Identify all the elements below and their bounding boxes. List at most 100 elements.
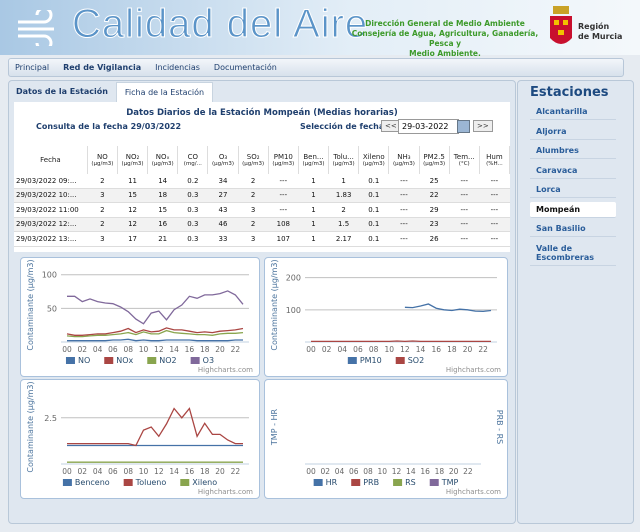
agency-line: Consejería de Agua, Agricultura, Ganader… [351,29,539,48]
nav-link[interactable]: Documentación [213,63,277,72]
column-unit: (µg/m3) [362,161,385,167]
table-cell: 3 [87,188,118,203]
chart-box: 2.5 00 02 04 06 08 10 12 14 16 18 20 22 Contaminante … [20,379,260,499]
table-cell: 0.1 [358,188,389,203]
column-header: SO₂ (µg/m3) [238,146,269,174]
station-link[interactable]: Alumbres [530,143,616,159]
station-link[interactable]: Mompeán [530,201,616,218]
legend-label: NO [78,356,90,365]
table-cell: --- [449,217,480,232]
x-tick-label: 16 [185,467,195,476]
legend-swatch [65,357,75,364]
table-cell: 16 [147,217,178,232]
x-tick-label: 04 [93,345,103,354]
chart: 100 200 00 02 04 06 08 10 12 14 16 18 20 22 Contaminan… [270,259,501,374]
table-cell: 12 [117,202,148,218]
column-name: Xileno [362,153,385,161]
region-name: Región de Murcia [578,22,622,42]
nav-bar: Principal Red de Vigilancia Incidencias … [8,58,624,77]
query-date: Consulta de la fecha 29/03/2022 [36,122,182,131]
table-cell: --- [479,188,510,203]
legend-label: PM10 [360,356,382,365]
nav-link[interactable]: Red de Vigilancia [63,63,142,72]
column-name: O₃ [218,153,228,161]
table-cell: 2 [238,174,269,189]
y-tick-label: 2.5 [44,414,57,423]
x-tick-label: 20 [463,345,473,354]
legend-swatch [147,357,157,364]
table-cell: 21 [147,231,178,247]
table-cell: --- [388,231,420,247]
x-tick-label: 06 [108,345,118,354]
table-row: 29/03/2022 11:00 2 12 15 0.3 43 3 --- 1 2 0.1 --- 29… [14,202,510,218]
series-line [67,407,243,447]
legend-swatch [429,479,439,486]
table-cell: 2 [87,217,118,232]
station-link[interactable]: Aljorra [530,124,616,140]
column-header: Tem... (°C) [449,146,480,174]
x-tick-label: 20 [449,467,459,476]
table-cell: --- [268,202,299,218]
tab[interactable]: Ficha de la Estación [115,82,214,102]
x-tick-label: 04 [335,467,345,476]
x-tick-label: 00 [306,345,316,354]
table-row: 29/03/2022 09:... 2 11 14 0.2 34 2 --- 1 1 0.1 --- 2… [14,174,510,189]
column-unit: (µg/m3) [332,161,355,167]
legend: PM10 SO2 [347,356,424,365]
legend-swatch [190,357,200,364]
x-tick-label: 10 [139,345,149,354]
column-name: Tem... [453,153,475,161]
station-link[interactable]: Valle de Escombreras [530,241,616,266]
calendar-button[interactable] [457,120,470,133]
table-cell: --- [479,231,510,247]
nav-link[interactable]: Incidencias [155,63,200,72]
y-tick-label: 50 [47,304,57,313]
chart-box: 00 02 04 06 08 10 12 14 16 18 20 22 TMP - HR PRB - RS… [264,379,508,499]
table-cell: 43 [207,202,239,218]
tab[interactable]: Datos de la Estación [16,87,108,96]
table-cell: 33 [207,231,239,247]
table-cell: 0.1 [358,231,389,247]
legend-swatch [180,479,190,486]
x-tick-label: 08 [123,345,133,354]
station-link[interactable]: Caravaca [530,163,616,179]
table-cell: 1 [298,188,329,203]
legend-label: O3 [203,356,214,365]
x-tick-label: 08 [123,467,133,476]
legend-label: Xileno [192,478,217,487]
table-cell: --- [449,231,480,247]
credit: Highcharts.com [198,366,253,374]
nav-link[interactable]: Principal [15,63,50,72]
legend-swatch [123,479,133,486]
x-tick-label: 18 [200,467,210,476]
table-cell: 1 [298,231,329,247]
chart: 50 100 00 02 04 06 08 10 12 14 16 18 20 22 Contaminant… [26,259,253,374]
table-cell: 26 [419,231,450,247]
column-header: Ben... (µg/m3) [298,146,330,174]
table-wrap: Fecha NO (µg/m3) NO₂ (µg/m3) NOₓ (µg/m3) CO (mg/… [14,146,510,250]
x-tick-label: 14 [169,345,179,354]
table-cell: --- [479,174,510,189]
station-link[interactable]: San Basilio [530,221,616,237]
column-unit: (µg/m3) [423,161,446,167]
column-header: Tolu... (µg/m3) [328,146,360,174]
x-tick-label: 02 [320,467,330,476]
column-header: Hum (%H... [479,146,510,174]
station-link[interactable]: Lorca [530,182,616,198]
column-name: Hum [486,153,503,161]
table-cell: 29/03/2022 09:... [14,174,88,189]
table-cell: 3 [238,231,269,247]
data-table: Fecha NO (µg/m3) NO₂ (µg/m3) NOₓ (µg/m3) CO (mg/… [14,146,510,247]
agency-line: Medio Ambiente. [409,49,481,58]
tabs: Datos de la Estación Ficha de la Estació… [8,82,214,102]
y-axis-title: Contaminante (µg/m3) [270,259,279,350]
next-button[interactable]: >> [473,120,493,132]
station-link[interactable]: Alcantarilla [530,104,616,120]
column-unit: (%H... [486,161,503,167]
logo-icon [18,10,54,46]
table-cell: 46 [207,217,239,232]
legend-swatch [62,479,72,486]
x-tick-label: 12 [154,467,164,476]
date-input[interactable]: 29-03-2022 [398,119,459,134]
x-tick-label: 08 [363,467,373,476]
